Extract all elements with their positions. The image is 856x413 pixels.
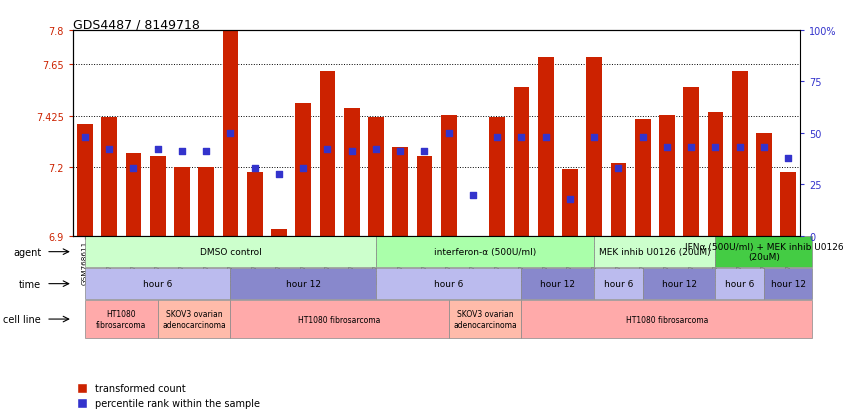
Text: HT1080 fibrosarcoma: HT1080 fibrosarcoma bbox=[626, 315, 708, 324]
Point bbox=[733, 145, 746, 151]
Bar bbox=[635, 120, 651, 236]
Point bbox=[782, 155, 795, 161]
Bar bbox=[441, 115, 456, 236]
Text: IFNα (500U/ml) + MEK inhib U0126
(20uM): IFNα (500U/ml) + MEK inhib U0126 (20uM) bbox=[685, 242, 843, 262]
Bar bbox=[376, 237, 594, 267]
Point bbox=[393, 149, 407, 155]
Bar bbox=[643, 268, 716, 299]
Text: DMSO control: DMSO control bbox=[199, 247, 261, 256]
Point bbox=[345, 149, 359, 155]
Bar bbox=[449, 301, 521, 338]
Bar bbox=[126, 154, 141, 236]
Text: MEK inhib U0126 (20uM): MEK inhib U0126 (20uM) bbox=[599, 247, 710, 256]
Bar bbox=[376, 268, 521, 299]
Bar bbox=[521, 268, 594, 299]
Bar bbox=[319, 72, 336, 236]
Text: agent: agent bbox=[13, 247, 41, 257]
Bar bbox=[85, 301, 158, 338]
Point bbox=[539, 134, 553, 141]
Bar bbox=[85, 237, 376, 267]
Bar bbox=[610, 163, 627, 236]
Text: hour 6: hour 6 bbox=[725, 280, 754, 288]
Point bbox=[151, 147, 164, 153]
Bar bbox=[716, 237, 812, 267]
Point bbox=[272, 171, 286, 178]
Bar bbox=[223, 31, 238, 236]
Point bbox=[320, 147, 334, 153]
Point bbox=[587, 134, 601, 141]
Bar bbox=[708, 113, 723, 236]
Text: hour 6: hour 6 bbox=[603, 280, 633, 288]
Bar bbox=[344, 109, 360, 236]
Bar bbox=[521, 301, 812, 338]
Text: hour 12: hour 12 bbox=[286, 280, 321, 288]
Bar bbox=[150, 157, 165, 236]
Point bbox=[369, 147, 383, 153]
Text: time: time bbox=[19, 279, 41, 289]
Point bbox=[685, 145, 698, 151]
Text: SKOV3 ovarian
adenocarcinoma: SKOV3 ovarian adenocarcinoma bbox=[162, 310, 226, 329]
Text: GDS4487 / 8149718: GDS4487 / 8149718 bbox=[73, 18, 199, 31]
Bar bbox=[538, 58, 554, 236]
Bar bbox=[295, 104, 311, 236]
Text: hour 6: hour 6 bbox=[143, 280, 172, 288]
Legend: transformed count, percentile rank within the sample: transformed count, percentile rank withi… bbox=[78, 383, 260, 408]
Bar bbox=[247, 172, 263, 236]
Bar bbox=[659, 115, 675, 236]
Bar bbox=[417, 157, 432, 236]
Text: hour 6: hour 6 bbox=[434, 280, 463, 288]
Text: hour 12: hour 12 bbox=[540, 280, 575, 288]
Point bbox=[296, 165, 310, 172]
Bar bbox=[764, 268, 812, 299]
Bar bbox=[490, 118, 505, 236]
Text: interferon-α (500U/ml): interferon-α (500U/ml) bbox=[434, 247, 536, 256]
Bar bbox=[781, 172, 796, 236]
Point bbox=[611, 165, 625, 172]
Point bbox=[78, 134, 92, 141]
Point bbox=[660, 145, 674, 151]
Bar bbox=[271, 229, 287, 236]
Bar bbox=[716, 268, 764, 299]
Text: SKOV3 ovarian
adenocarcinoma: SKOV3 ovarian adenocarcinoma bbox=[453, 310, 517, 329]
Bar bbox=[756, 133, 772, 236]
Bar bbox=[594, 268, 643, 299]
Bar bbox=[594, 237, 716, 267]
Bar bbox=[199, 168, 214, 236]
Bar bbox=[101, 118, 117, 236]
Bar bbox=[732, 72, 747, 236]
Text: hour 12: hour 12 bbox=[662, 280, 697, 288]
Point bbox=[418, 149, 431, 155]
Point bbox=[175, 149, 188, 155]
Point bbox=[490, 134, 504, 141]
Point bbox=[223, 130, 237, 137]
Bar bbox=[230, 268, 376, 299]
Bar bbox=[368, 118, 383, 236]
Bar bbox=[158, 301, 230, 338]
Bar bbox=[77, 124, 92, 236]
Text: cell line: cell line bbox=[3, 314, 41, 324]
Point bbox=[757, 145, 770, 151]
Bar bbox=[586, 58, 602, 236]
Bar bbox=[683, 88, 699, 236]
Point bbox=[563, 196, 577, 202]
Point bbox=[199, 149, 213, 155]
Point bbox=[127, 165, 140, 172]
Point bbox=[442, 130, 455, 137]
Point bbox=[709, 145, 722, 151]
Bar bbox=[85, 268, 230, 299]
Point bbox=[514, 134, 528, 141]
Point bbox=[466, 192, 479, 198]
Point bbox=[636, 134, 650, 141]
Point bbox=[103, 147, 116, 153]
Bar bbox=[562, 170, 578, 236]
Bar bbox=[230, 301, 449, 338]
Text: HT1080 fibrosarcoma: HT1080 fibrosarcoma bbox=[299, 315, 381, 324]
Bar bbox=[174, 168, 190, 236]
Point bbox=[248, 165, 262, 172]
Text: HT1080
fibrosarcoma: HT1080 fibrosarcoma bbox=[96, 310, 146, 329]
Bar bbox=[392, 147, 408, 236]
Text: hour 12: hour 12 bbox=[770, 280, 805, 288]
Bar bbox=[514, 88, 529, 236]
